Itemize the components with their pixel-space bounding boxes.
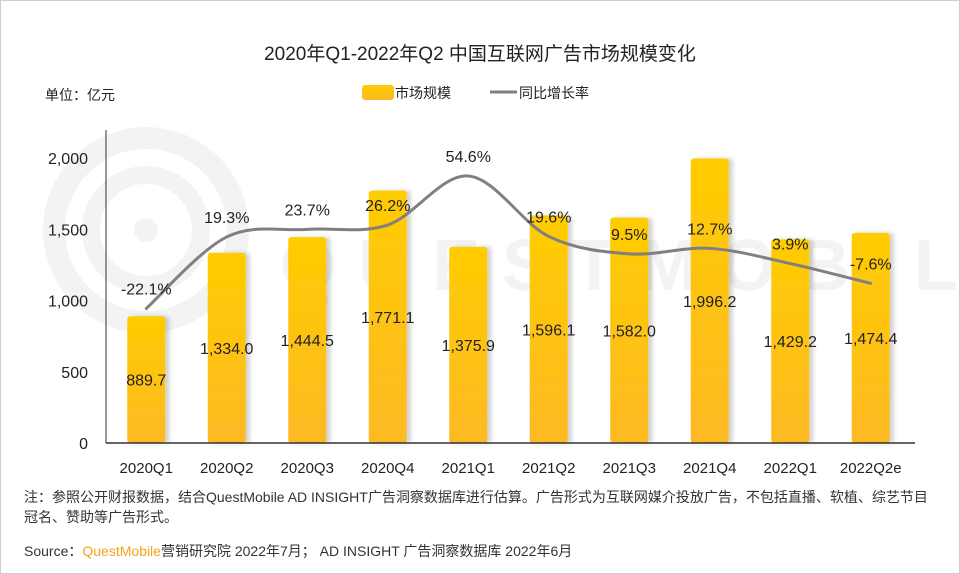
footnote: 注：参照公开财报数据，结合QuestMobile AD INSIGHT广告洞察数… bbox=[24, 489, 928, 525]
growth-rate-label: 19.6% bbox=[526, 209, 571, 226]
bar-2022Q1 bbox=[771, 239, 810, 443]
x-tick-label: 2021Q1 bbox=[442, 460, 495, 477]
legend: 市场规模 同比增长率 bbox=[362, 85, 589, 101]
unit-label: 单位：亿元 bbox=[45, 87, 115, 103]
bar-value-label: 1,444.5 bbox=[281, 333, 334, 350]
bar-value-label: 1,474.4 bbox=[844, 331, 897, 348]
bar-2020Q2 bbox=[207, 252, 246, 443]
growth-rate-label: 3.9% bbox=[772, 237, 808, 254]
bar-2020Q1 bbox=[127, 316, 166, 443]
x-tick-label: 2020Q4 bbox=[361, 460, 414, 477]
bar-2021Q2 bbox=[529, 215, 568, 443]
x-tick-label: 2020Q2 bbox=[200, 460, 253, 477]
source-line: Source：QuestMobile营销研究院 2022年7月； AD INSI… bbox=[24, 541, 572, 561]
x-tick-label: 2021Q4 bbox=[683, 460, 736, 477]
y-tick-label: 1,000 bbox=[48, 294, 88, 311]
bar-value-label: 1,429.2 bbox=[764, 334, 817, 351]
bar-2021Q4 bbox=[690, 158, 729, 443]
bar-value-label: 1,334.0 bbox=[200, 341, 253, 358]
y-tick-label: 500 bbox=[61, 365, 88, 382]
bar-value-label: 1,996.2 bbox=[683, 294, 736, 311]
source-brand: QuestMobile bbox=[82, 543, 161, 559]
growth-rate-label: -22.1% bbox=[121, 281, 172, 298]
x-tick-label: 2020Q3 bbox=[281, 460, 334, 477]
bar-value-label: 1,596.1 bbox=[522, 322, 575, 339]
bar-value-label: 1,771.1 bbox=[361, 310, 414, 327]
growth-rate-line bbox=[144, 174, 873, 310]
source-label: Source： bbox=[24, 543, 83, 559]
bar-2022Q2e bbox=[851, 232, 890, 443]
growth-rate-label: 54.6% bbox=[446, 149, 491, 166]
growth-rate-label: 19.3% bbox=[204, 210, 249, 227]
x-tick-label: 2020Q1 bbox=[120, 460, 173, 477]
x-tick-label: 2022Q1 bbox=[764, 460, 817, 477]
legend-bar-swatch bbox=[362, 85, 394, 100]
y-tick-label: 1,500 bbox=[48, 222, 88, 239]
growth-rate-label: 12.7% bbox=[687, 221, 732, 238]
legend-line-label: 同比增长率 bbox=[519, 85, 589, 101]
growth-rate-label: 23.7% bbox=[285, 202, 330, 219]
x-tick-label: 2022Q2e bbox=[840, 460, 902, 477]
bar-value-label: 1,582.0 bbox=[603, 323, 656, 340]
growth-rate-label: -7.6% bbox=[850, 256, 892, 273]
bar-2021Q1 bbox=[449, 246, 488, 443]
source-rest: 营销研究院 2022年7月； AD INSIGHT 广告洞察数据库 2022年6… bbox=[160, 543, 573, 559]
legend-bar-label: 市场规模 bbox=[395, 85, 451, 101]
y-tick-label: 0 bbox=[79, 436, 88, 453]
bar-2021Q3 bbox=[610, 217, 649, 443]
x-tick-label: 2021Q3 bbox=[603, 460, 656, 477]
bar-value-label: 889.7 bbox=[126, 373, 166, 390]
bar-2020Q3 bbox=[288, 237, 327, 443]
watermark: QUESTMOBILE bbox=[43, 127, 960, 333]
bar-2020Q4 bbox=[368, 190, 407, 443]
growth-rate-label: 9.5% bbox=[611, 227, 647, 244]
chart-title: 2020年Q1-2022年Q2 中国互联网广告市场规模变化 bbox=[264, 43, 696, 65]
growth-rate-label: 26.2% bbox=[365, 198, 410, 215]
bar-value-label: 1,375.9 bbox=[442, 338, 495, 355]
x-tick-label: 2021Q2 bbox=[522, 460, 575, 477]
y-tick-label: 2,000 bbox=[48, 151, 88, 168]
